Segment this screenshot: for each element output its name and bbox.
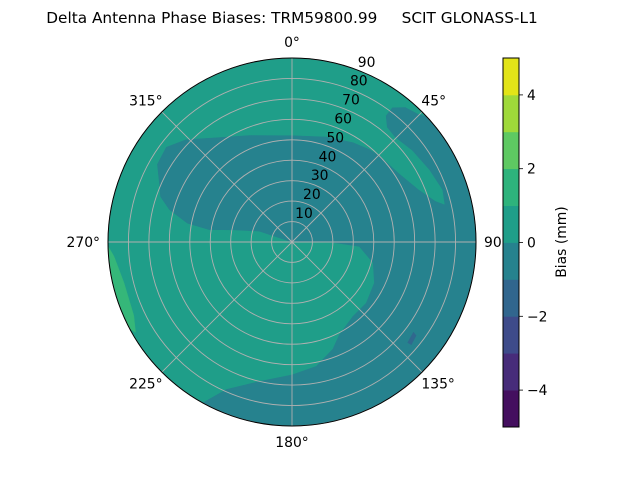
colorbar-band--1-to-0 <box>503 242 519 280</box>
r-tick-label-70: 70 <box>342 93 360 109</box>
r-tick-label-80: 80 <box>350 74 368 90</box>
colorbar-tick-label--2: −2 <box>527 309 547 325</box>
theta-gridline-225 <box>161 241 293 373</box>
colorbar-tick-label-2: 2 <box>527 162 536 178</box>
polar-plot: 0° 45° 90° 135° 180° 225° 270° 315° 10 20 30 40 50 60… <box>67 35 509 451</box>
r-tick-label-90: 90 <box>358 55 376 71</box>
theta-gridline-135 <box>291 241 423 373</box>
theta-tick-label-45: 45° <box>421 94 446 110</box>
r-tick-label-60: 60 <box>334 112 352 128</box>
r-tick-label-10: 10 <box>295 206 313 222</box>
colorbar-band--2-to--1 <box>503 279 519 317</box>
r-tick-label-50: 50 <box>326 130 344 146</box>
colorbar-band--4-to--3 <box>503 353 519 391</box>
colorbar-label: Bias (mm) <box>554 206 570 277</box>
r-tick-label-30: 30 <box>311 168 329 184</box>
colorbar-band--3-to--2 <box>503 316 519 354</box>
colorbar-tick-label-4: 4 <box>527 88 536 104</box>
theta-tick-label-135: 135° <box>421 376 454 392</box>
colorbar-band-4-to-5 <box>503 58 519 96</box>
colorbar-tick-label--4: −4 <box>527 383 548 399</box>
theta-tick-label-180: 180° <box>275 435 308 451</box>
colorbar-band--5-to--4 <box>503 390 519 428</box>
polar-frame <box>107 57 477 427</box>
theta-tick-label-90: 90° <box>484 235 509 251</box>
theta-gridline-45 <box>291 111 423 243</box>
colorbar-band-2-to-3 <box>503 131 519 170</box>
colorbar-band-1-to-2 <box>503 168 519 206</box>
theta-tick-label-315: 315° <box>129 94 162 110</box>
colorbar-band-0-to-1 <box>503 205 519 243</box>
theta-tick-label-0: 0° <box>284 35 300 51</box>
theta-tick-label-270: 270° <box>67 235 100 251</box>
chart-title: Delta Antenna Phase Biases: TRM59800.99 … <box>46 9 537 27</box>
r-tick-label-20: 20 <box>303 187 321 203</box>
colorbar-band-3-to-4 <box>503 94 519 133</box>
r-tick-label-40: 40 <box>319 149 337 165</box>
theta-tick-label-225: 225° <box>129 376 162 392</box>
theta-gridline-315 <box>161 111 293 243</box>
colorbar: −4 −2 0 2 4 <box>502 57 548 428</box>
colorbar-tick-label-0: 0 <box>527 236 536 252</box>
contour-region--2-to--1 <box>407 331 417 346</box>
